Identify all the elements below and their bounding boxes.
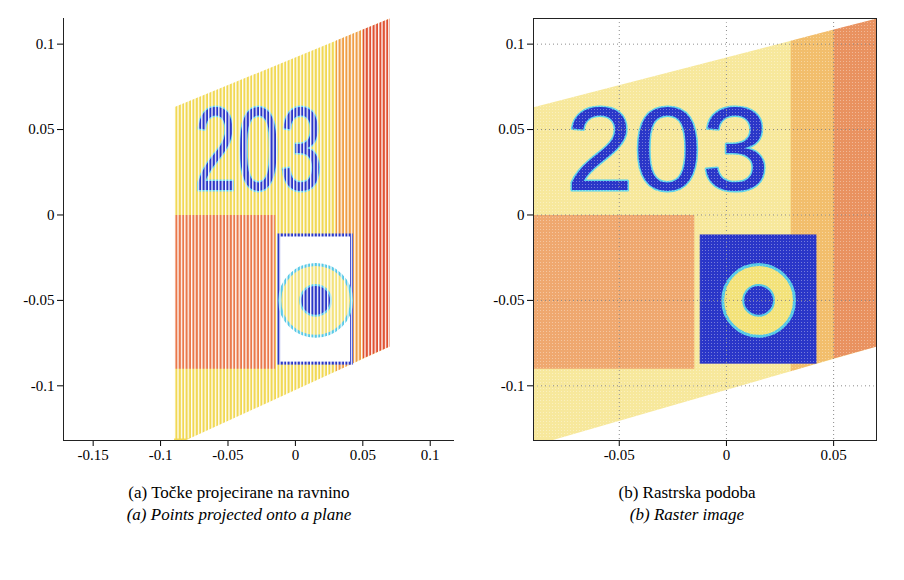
svg-text:0.05: 0.05 (28, 121, 54, 137)
svg-text:-0.05: -0.05 (493, 292, 524, 308)
svg-text:0.05: 0.05 (498, 121, 524, 137)
svg-text:0: 0 (723, 447, 731, 463)
svg-text:0: 0 (517, 207, 525, 223)
svg-text:-0.1: -0.1 (31, 378, 55, 394)
svg-text:0: 0 (292, 447, 300, 463)
svg-text:203: 203 (194, 83, 322, 215)
html-text:(a) Points projected onto a pl: (a) Points projected onto a plane (126, 505, 352, 524)
svg-text:0.05: 0.05 (821, 447, 847, 463)
svg-text:-0.05: -0.05 (212, 447, 243, 463)
html-text:(b) Rastrska podoba: (b) Rastrska podoba (618, 483, 756, 502)
svg-text:0.1: 0.1 (421, 447, 440, 463)
svg-text:203: 203 (566, 83, 770, 215)
svg-text:-0.05: -0.05 (604, 447, 635, 463)
html-text:(b) Raster image: (b) Raster image (629, 505, 745, 524)
svg-text:-0.15: -0.15 (78, 447, 109, 463)
svg-text:-0.1: -0.1 (501, 378, 525, 394)
svg-text:0: 0 (47, 207, 55, 223)
svg-text:0.1: 0.1 (506, 36, 525, 52)
svg-text:0.1: 0.1 (36, 36, 55, 52)
svg-text:-0.1: -0.1 (149, 447, 173, 463)
svg-text:0.05: 0.05 (350, 447, 376, 463)
html-text:(a) Točke projecirane na ravni: (a) Točke projecirane na ravnino (128, 483, 350, 502)
svg-text:-0.05: -0.05 (23, 292, 54, 308)
